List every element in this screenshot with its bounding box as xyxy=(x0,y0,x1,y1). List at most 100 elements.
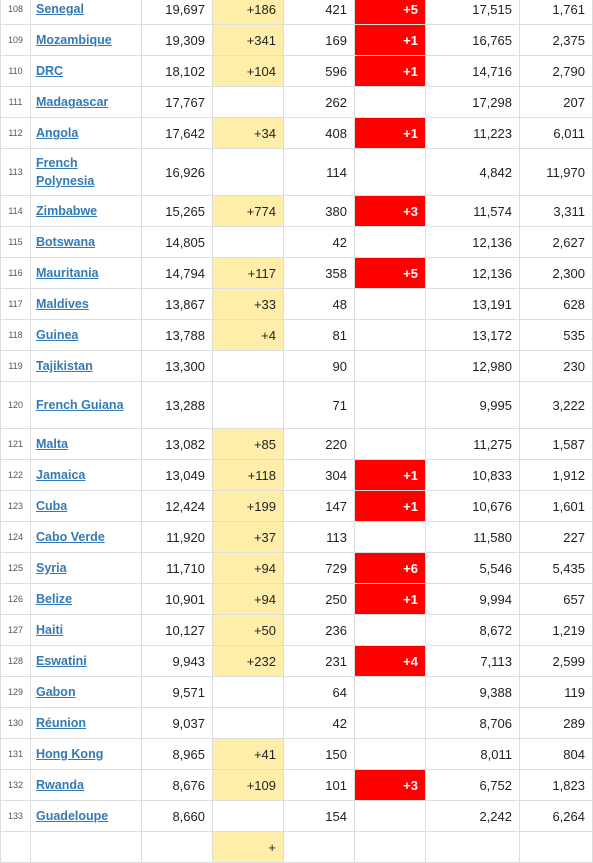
recovered-cell: 9,388 xyxy=(425,676,520,708)
country-link[interactable]: French Polynesia xyxy=(36,156,95,188)
country-link[interactable]: Malta xyxy=(36,437,68,451)
total-cases-cell: 13,288 xyxy=(141,381,213,429)
country-link[interactable]: French Guiana xyxy=(36,398,124,412)
new-cases-cell: +34 xyxy=(212,117,284,149)
country-link[interactable]: Haiti xyxy=(36,623,64,637)
total-cases-cell: 19,697 xyxy=(141,0,213,25)
new-cases-cell: +117 xyxy=(212,257,284,289)
country-cell: Zimbabwe xyxy=(30,195,142,227)
rank-cell: 123 xyxy=(0,490,31,522)
active-cases-cell: 2,790 xyxy=(519,55,593,87)
country-link[interactable]: Tajikistan xyxy=(36,359,93,373)
country-link[interactable]: Réunion xyxy=(36,716,86,730)
country-cell: French Polynesia xyxy=(30,148,142,196)
active-cases-cell: 1,761 xyxy=(519,0,593,25)
country-link[interactable]: Gabon xyxy=(36,685,76,699)
active-cases-cell: 2,300 xyxy=(519,257,593,289)
total-deaths-cell: 101 xyxy=(283,769,355,801)
total-cases-cell: 15,265 xyxy=(141,195,213,227)
country-link[interactable]: Senegal xyxy=(36,2,84,16)
country-link[interactable]: Cuba xyxy=(36,499,68,513)
country-cell: Réunion xyxy=(30,707,142,739)
country-cell: Botswana xyxy=(30,226,142,258)
total-cases-cell: 11,710 xyxy=(141,552,213,584)
country-link[interactable]: Guinea xyxy=(36,328,79,342)
total-deaths-cell: 304 xyxy=(283,459,355,491)
country-cell: French Guiana xyxy=(30,381,142,429)
country-cell: Rwanda xyxy=(30,769,142,801)
total-deaths-cell: 421 xyxy=(283,0,355,25)
country-link[interactable]: Syria xyxy=(36,561,67,575)
country-cell: Haiti xyxy=(30,614,142,646)
rank-cell: 113 xyxy=(0,148,31,196)
new-deaths-cell xyxy=(354,288,426,320)
new-cases-cell xyxy=(212,800,284,832)
rank-cell: 127 xyxy=(0,614,31,646)
country-cell: Malta xyxy=(30,428,142,460)
table-row: 129 Gabon 9,571 64 9,388 119 xyxy=(0,676,593,708)
new-cases-cell: +85 xyxy=(212,428,284,460)
country-link[interactable]: Botswana xyxy=(36,235,96,249)
new-deaths-cell xyxy=(354,676,426,708)
country-link[interactable]: Mauritania xyxy=(36,266,99,280)
rank-cell: 116 xyxy=(0,257,31,289)
active-cases-cell: 11,970 xyxy=(519,148,593,196)
country-link[interactable]: Hong Kong xyxy=(36,747,104,761)
new-deaths-cell xyxy=(354,738,426,770)
table-row: 112 Angola 17,642 +34 408 +1 11,223 6,011 xyxy=(0,117,593,149)
active-cases-cell: 5,435 xyxy=(519,552,593,584)
new-deaths-cell xyxy=(354,707,426,739)
table-row: 119 Tajikistan 13,300 90 12,980 230 xyxy=(0,350,593,382)
country-link[interactable]: Cabo Verde xyxy=(36,530,105,544)
rank-cell: 119 xyxy=(0,350,31,382)
table-row: 118 Guinea 13,788 +4 81 13,172 535 xyxy=(0,319,593,351)
rank-cell: 131 xyxy=(0,738,31,770)
table-row: 113 French Polynesia 16,926 114 4,842 11,970 xyxy=(0,148,593,196)
table-row: 108 Senegal 19,697 +186 421 +5 17,515 1,761 xyxy=(0,0,593,25)
new-cases-cell: +109 xyxy=(212,769,284,801)
country-link[interactable]: Zimbabwe xyxy=(36,204,98,218)
recovered-cell: 12,980 xyxy=(425,350,520,382)
rank-cell: 124 xyxy=(0,521,31,553)
active-cases-cell: 3,222 xyxy=(519,381,593,429)
active-cases-cell: 6,011 xyxy=(519,117,593,149)
table-row: 126 Belize 10,901 +94 250 +1 9,994 657 xyxy=(0,583,593,615)
country-link[interactable]: Mozambique xyxy=(36,33,112,47)
country-link[interactable]: Madagascar xyxy=(36,95,109,109)
new-deaths-cell: +3 xyxy=(354,769,426,801)
total-cases-cell: 8,660 xyxy=(141,800,213,832)
new-deaths-cell xyxy=(354,381,426,429)
new-deaths-cell: +1 xyxy=(354,55,426,87)
country-cell: Senegal xyxy=(30,0,142,25)
table-row: 130 Réunion 9,037 42 8,706 289 xyxy=(0,707,593,739)
total-deaths-cell: 48 xyxy=(283,288,355,320)
recovered-cell: 9,995 xyxy=(425,381,520,429)
new-deaths-cell xyxy=(354,428,426,460)
country-link[interactable]: Belize xyxy=(36,592,73,606)
table-row: 116 Mauritania 14,794 +117 358 +5 12,136 2,300 xyxy=(0,257,593,289)
country-link[interactable]: Eswatini xyxy=(36,654,87,668)
recovered-cell: 13,191 xyxy=(425,288,520,320)
recovered-cell: 5,546 xyxy=(425,552,520,584)
new-cases-cell: +199 xyxy=(212,490,284,522)
active-cases-cell: 1,601 xyxy=(519,490,593,522)
table-row: 121 Malta 13,082 +85 220 11,275 1,587 xyxy=(0,428,593,460)
country-link[interactable]: Jamaica xyxy=(36,468,86,482)
country-link[interactable]: Maldives xyxy=(36,297,89,311)
table-row: 127 Haiti 10,127 +50 236 8,672 1,219 xyxy=(0,614,593,646)
new-cases-cell xyxy=(212,676,284,708)
total-cases-cell: 13,300 xyxy=(141,350,213,382)
new-deaths-cell xyxy=(354,319,426,351)
country-link[interactable]: Angola xyxy=(36,126,79,140)
country-link[interactable]: Rwanda xyxy=(36,778,84,792)
country-cell: Hong Kong xyxy=(30,738,142,770)
country-link[interactable]: DRC xyxy=(36,64,64,78)
country-cell: Angola xyxy=(30,117,142,149)
country-link[interactable]: Guadeloupe xyxy=(36,809,109,823)
recovered-cell: 8,706 xyxy=(425,707,520,739)
active-cases-cell xyxy=(519,831,593,863)
total-deaths-cell: 81 xyxy=(283,319,355,351)
total-cases-cell: 10,901 xyxy=(141,583,213,615)
total-cases-cell: 13,788 xyxy=(141,319,213,351)
